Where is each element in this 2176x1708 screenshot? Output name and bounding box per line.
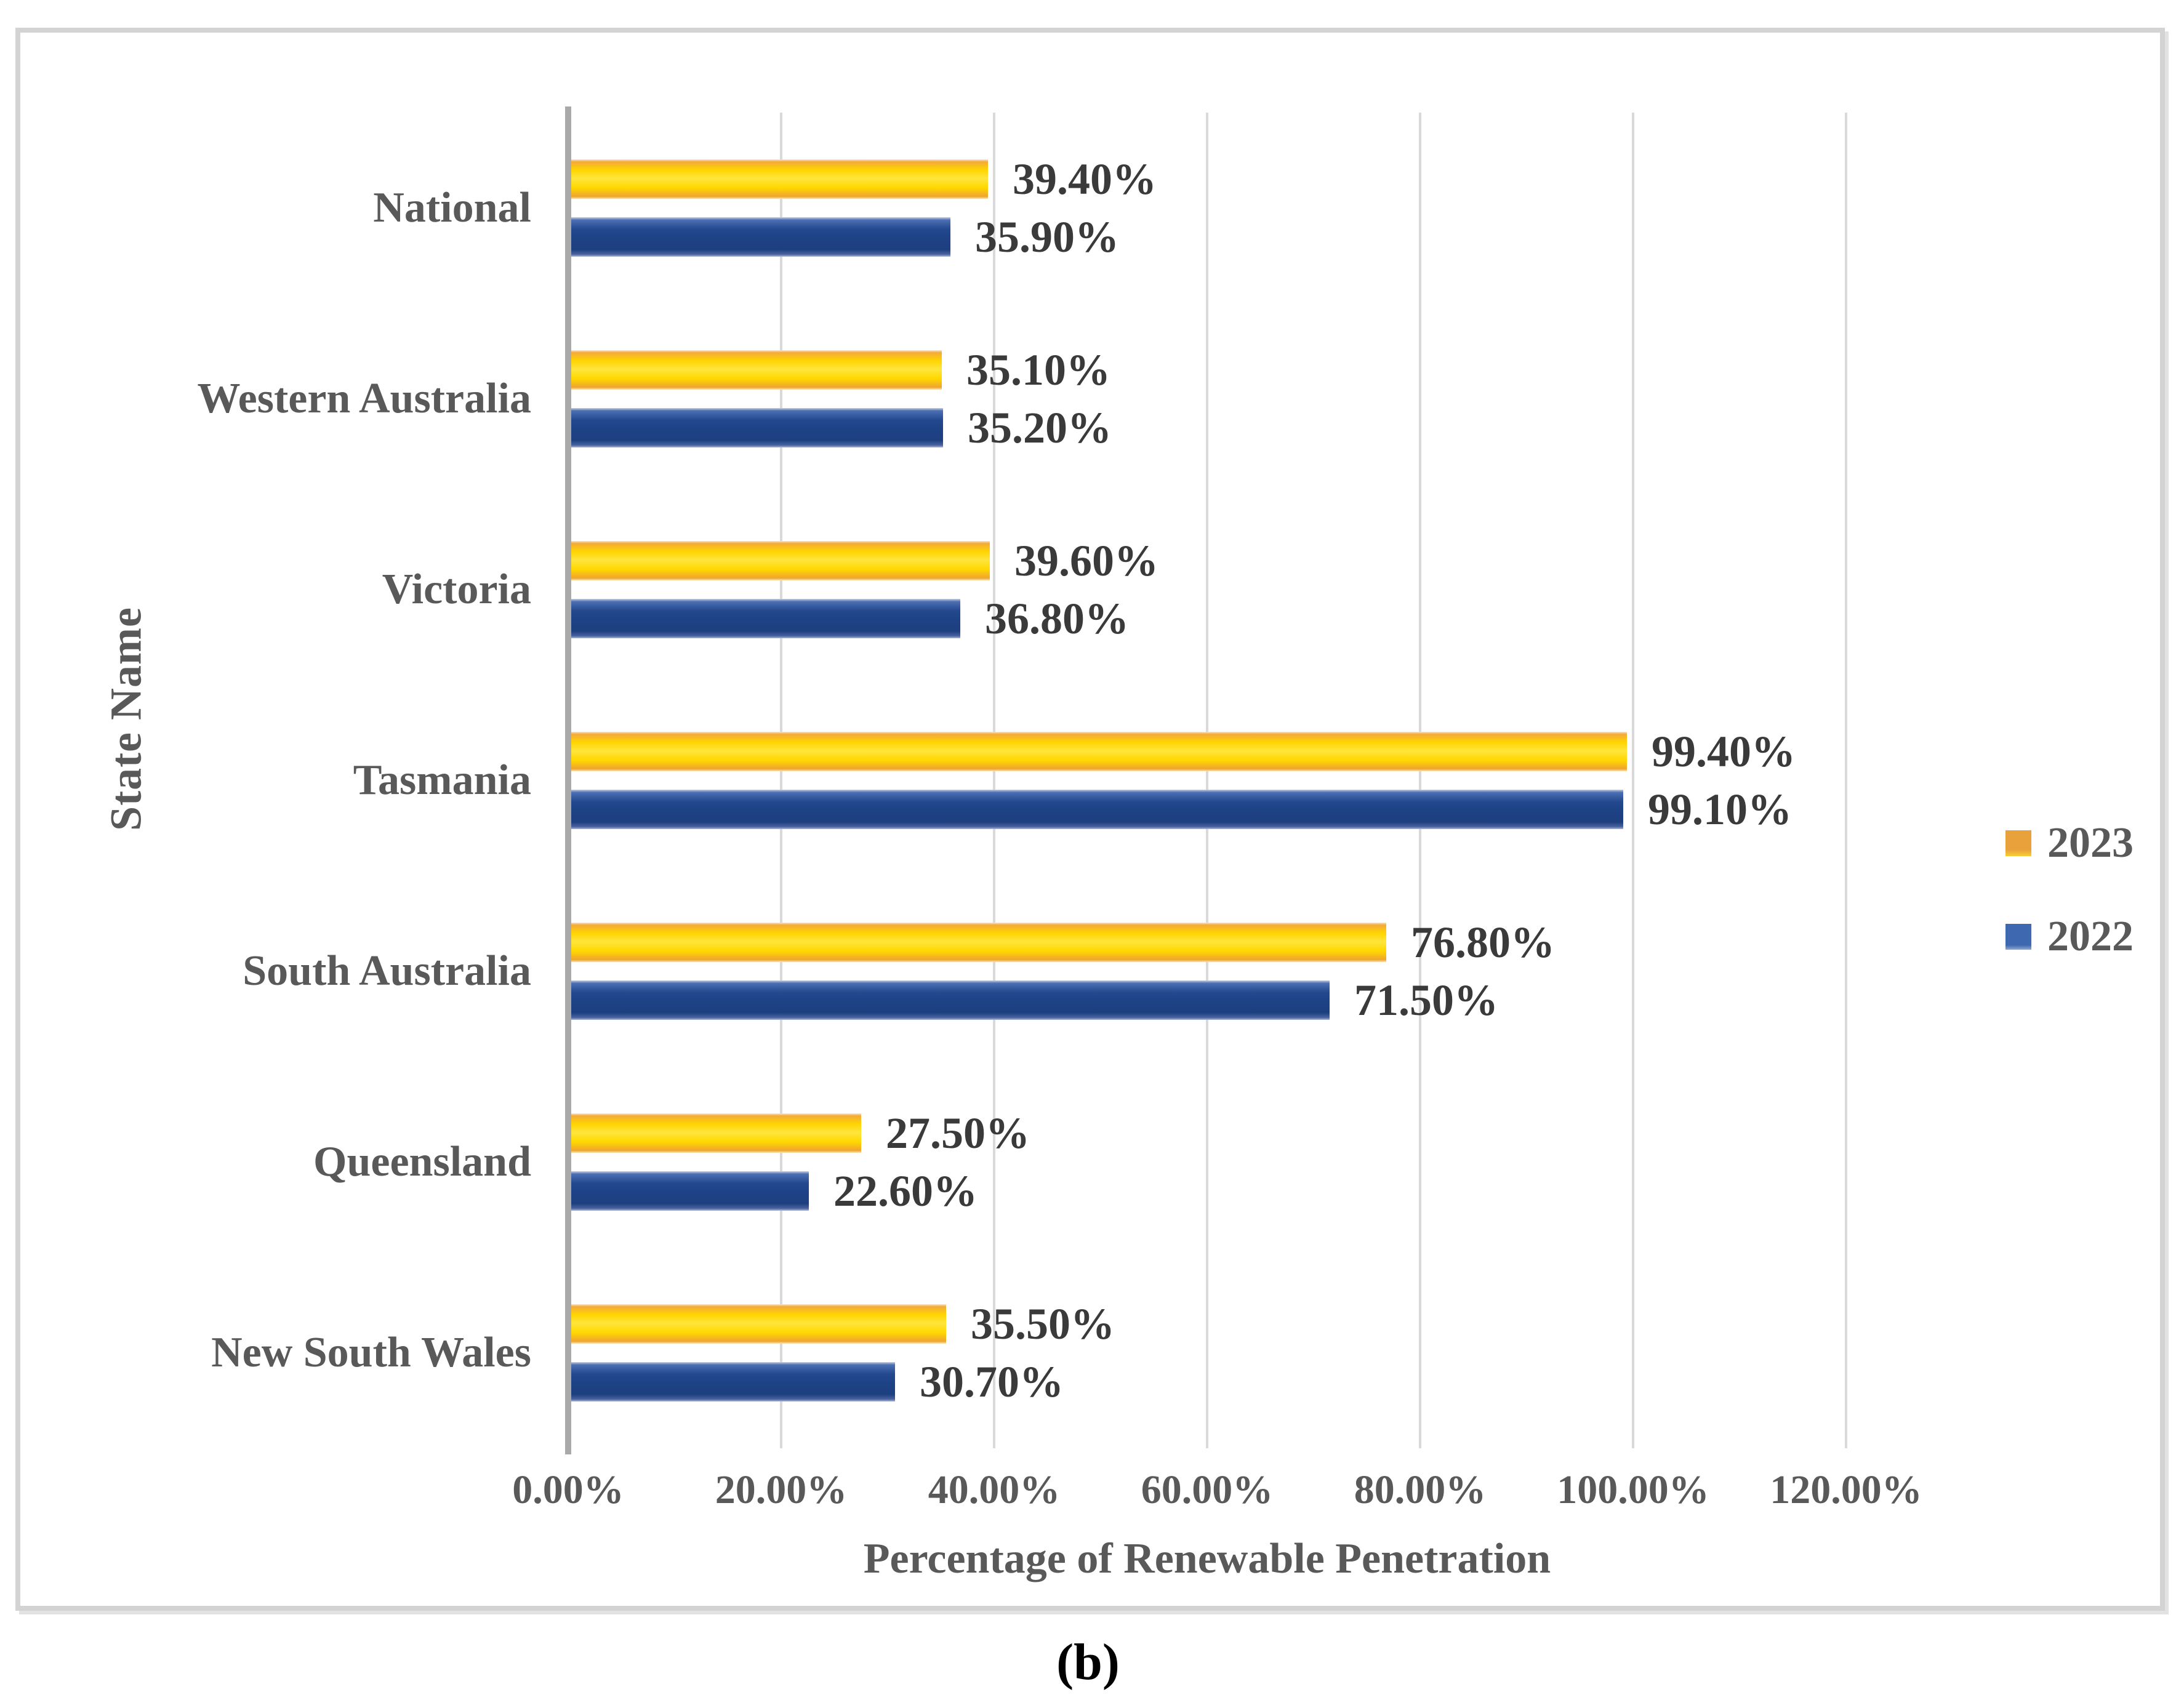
category-label: Queensland [313, 1138, 531, 1185]
bar-row: 27.50% 22.60% [568, 1067, 1846, 1257]
bar-2022-western-australia [568, 408, 943, 447]
gridline [1419, 113, 1421, 1448]
legend-item-2022: 2022 [2005, 915, 2134, 958]
bar-2023-new-south-wales [568, 1304, 946, 1344]
x-tick-label: 80.00% [1354, 1467, 1487, 1512]
data-label-2022: 99.10% [1648, 785, 1792, 834]
figure-caption: (b) [1056, 1634, 1120, 1691]
data-label-2023: 39.60% [1014, 536, 1158, 585]
plot-area: 39.40% 35.90% 35.10% 35.20% 39.60% 36.80% 99.4… [565, 106, 1847, 1454]
gridline [780, 113, 782, 1448]
y-axis-line [565, 106, 571, 1454]
gridline [993, 113, 995, 1448]
chart-frame: State Name National Western Australia Vict… [15, 28, 2165, 1611]
bar-2023-western-australia [568, 350, 942, 390]
bar-2023-queensland [568, 1113, 861, 1153]
gridline [1845, 113, 1847, 1448]
data-label-2022: 35.20% [968, 403, 1112, 452]
bar-2022-queensland [568, 1171, 809, 1211]
x-tick-label: 20.00% [715, 1467, 848, 1512]
x-tick-label: 60.00% [1141, 1467, 1274, 1512]
data-label-2023: 35.50% [971, 1299, 1115, 1349]
x-tick-label: 120.00% [1770, 1467, 1922, 1512]
legend-label-2023: 2023 [2047, 819, 2134, 867]
data-label-2022: 36.80% [985, 594, 1129, 643]
bar-row: 99.40% 99.10% [568, 685, 1846, 876]
data-label-2022: 30.70% [920, 1357, 1064, 1406]
data-label-2023: 99.40% [1652, 727, 1796, 776]
bar-row: 35.10% 35.20% [568, 303, 1846, 494]
bar-2023-south-australia [568, 923, 1386, 962]
legend-label-2022: 2022 [2047, 913, 2134, 960]
data-label-2022: 71.50% [1354, 976, 1498, 1025]
bar-2022-south-australia [568, 980, 1330, 1020]
x-tick-label: 100.00% [1557, 1467, 1709, 1512]
data-label-2023: 27.50% [886, 1109, 1030, 1158]
data-label-2023: 35.10% [966, 345, 1110, 395]
x-tick-label: 40.00% [928, 1467, 1061, 1512]
category-label: Victoria [382, 566, 531, 613]
bar-2022-victoria [568, 599, 960, 638]
data-label-2023: 76.80% [1411, 918, 1555, 967]
category-label: National [373, 184, 531, 231]
bar-row: 39.60% 36.80% [568, 494, 1846, 685]
data-label-2022: 35.90% [975, 212, 1119, 262]
bar-2022-tasmania [568, 790, 1623, 829]
category-label: South Australia [243, 947, 531, 995]
bar-2022-new-south-wales [568, 1362, 895, 1401]
legend-swatch-2023-icon [2005, 830, 2031, 856]
legend: 2023 2022 [2005, 822, 2134, 958]
bar-2023-victoria [568, 541, 990, 580]
category-label: Tasmania [353, 756, 531, 804]
bar-2022-national [568, 217, 950, 257]
x-axis-ticks: 0.00% 20.00% 40.00% 60.00% 80.00% 100.00% 120.… [512, 1467, 1922, 1528]
category-label: Western Australia [197, 375, 531, 422]
x-axis-title: Percentage of Renewable Penetration [863, 1535, 1551, 1582]
gridline [1206, 113, 1208, 1448]
legend-item-2023: 2023 [2005, 822, 2134, 865]
bar-row: 35.50% 30.70% [568, 1257, 1846, 1448]
data-label-2022: 22.60% [833, 1166, 978, 1216]
gridline [1632, 113, 1634, 1448]
bar-row: 39.40% 35.90% [568, 113, 1846, 303]
bar-row: 76.80% 71.50% [568, 876, 1846, 1067]
x-tick-label: 0.00% [512, 1467, 624, 1512]
legend-swatch-2022-icon [2005, 924, 2031, 950]
data-label-2023: 39.40% [1013, 154, 1157, 204]
category-axis-labels: National Western Australia Victoria Tasmani… [41, 113, 531, 1448]
category-label: New South Wales [211, 1329, 531, 1376]
bar-2023-national [568, 159, 988, 199]
bar-2023-tasmania [568, 732, 1627, 771]
